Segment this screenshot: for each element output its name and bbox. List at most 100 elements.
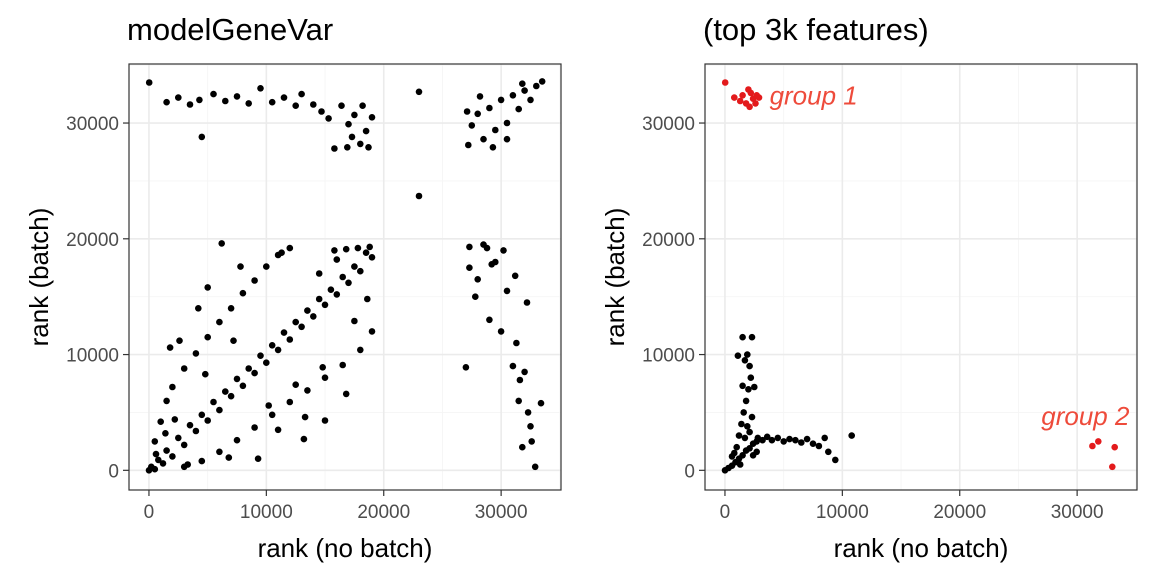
left-panel-point-series-0 — [257, 352, 264, 360]
left-panel-point-series-0 — [202, 370, 209, 378]
left-panel-point-series-0 — [180, 441, 188, 449]
left-panel-point-series-0 — [163, 98, 170, 106]
right-panel-point-series-0 — [744, 351, 751, 358]
left-panel-point-series-0 — [171, 416, 179, 423]
left-panel-point-series-0 — [230, 337, 237, 345]
right-panel-point-series-0 — [753, 448, 760, 456]
right-panel-border — [704, 63, 1138, 491]
right-panel-point-series-0 — [728, 453, 736, 460]
left-panel-point-series-0 — [222, 97, 229, 105]
right-panel-background — [705, 64, 1137, 490]
left-panel-point-series-0 — [292, 381, 300, 389]
right-panel-point-series-0 — [741, 434, 749, 442]
right-panel-point-series-0 — [815, 442, 823, 450]
left-panel-point-series-0 — [321, 301, 329, 309]
right-panel-point-series-0 — [751, 383, 758, 391]
left-panel-point-series-0 — [331, 145, 338, 152]
right-panel-point-series-0 — [821, 434, 828, 442]
left-panel-point-series-0 — [351, 111, 358, 119]
left-panel-point-series-0 — [319, 364, 327, 371]
right-panel-point-series-0 — [768, 436, 776, 444]
left-panel-point-series-0 — [163, 447, 170, 454]
left-panel-point-series-0 — [327, 286, 335, 294]
right-panel-point-series-0 — [763, 433, 771, 441]
left-panel-point-series-0 — [218, 240, 225, 247]
right-panel-ticks — [699, 122, 1078, 496]
right-panel-point-series-0 — [741, 357, 749, 364]
left-panel-point-series-0 — [280, 94, 288, 101]
left-panel-point-series-0 — [263, 263, 270, 270]
right-panel-point-series-0 — [739, 452, 746, 459]
left-panel-point-series-0 — [151, 438, 159, 445]
left-panel-point-series-0 — [278, 249, 285, 256]
right-panel-point-series-0 — [825, 448, 832, 456]
left-panel-x-axis-title: rank (no batch) — [258, 533, 433, 563]
left-panel-x-tick-label: 20000 — [357, 502, 410, 523]
right-panel-point-series-0 — [786, 435, 793, 443]
left-panel-point-series-0 — [516, 376, 524, 384]
right-panel-point-series-0 — [792, 436, 799, 444]
left-panel-point-series-0 — [222, 388, 229, 395]
right-panel-y-tick-label: 20000 — [642, 230, 695, 251]
left-panel-point-series-0 — [263, 359, 270, 367]
left-panel-point-series-0 — [233, 93, 241, 100]
left-panel-point-series-0 — [175, 434, 182, 442]
right-panel-point-series-0 — [739, 382, 746, 390]
right-panel-points — [721, 79, 1118, 474]
left-panel-point-series-0 — [298, 90, 305, 98]
left-panel-point-series-0 — [527, 96, 534, 104]
left-panel-points — [145, 78, 546, 474]
right-panel-y-tick-label: 0 — [684, 461, 695, 482]
left-panel-point-series-0 — [368, 253, 376, 261]
left-panel-point-series-0 — [175, 94, 182, 101]
right-panel-point-series-1 — [731, 94, 738, 101]
left-panel-point-series-0 — [333, 256, 341, 263]
left-panel-point-series-0 — [169, 383, 176, 391]
left-panel-point-series-0 — [368, 328, 376, 335]
left-panel-point-series-0 — [176, 337, 183, 345]
left-panel-point-series-0 — [509, 92, 517, 99]
left-panel-point-series-0 — [257, 85, 264, 92]
left-panel-point-series-0 — [359, 102, 366, 109]
left-panel-point-series-0 — [265, 402, 273, 409]
left-panel-point-series-0 — [233, 375, 241, 383]
left-panel-point-series-0 — [239, 382, 247, 390]
left-panel-x-tick-label: 30000 — [475, 502, 528, 523]
left-panel-y-tick-label: 0 — [108, 461, 119, 482]
left-panel-point-series-0 — [342, 390, 350, 398]
left-panel-point-series-0 — [511, 272, 519, 280]
left-panel-point-series-0 — [216, 448, 223, 456]
left-panel-point-series-0 — [476, 93, 484, 100]
right-panel-point-series-0 — [735, 432, 743, 439]
left-panel-point-series-0 — [274, 426, 282, 434]
left-panel-point-series-0 — [523, 299, 531, 306]
left-panel-point-series-0 — [196, 96, 203, 104]
right-panel-x-tick-label: 20000 — [933, 502, 986, 523]
right-panel-point-series-0 — [738, 420, 745, 428]
left-panel-point-series-0 — [474, 110, 482, 118]
left-panel-point-series-0 — [325, 115, 332, 122]
left-panel-point-series-0 — [245, 365, 252, 372]
right-panel-point-series-1 — [736, 97, 744, 105]
right-panel-point-series-0 — [798, 439, 805, 446]
left-panel-point-series-0 — [321, 374, 329, 382]
left-panel-point-series-0 — [466, 243, 473, 251]
left-panel-point-series-0 — [227, 305, 235, 312]
left-panel-point-series-0 — [365, 144, 372, 151]
left-panel-point-series-0 — [254, 455, 262, 463]
left-panel-point-series-0 — [357, 140, 364, 148]
left-panel-point-series-0 — [339, 273, 347, 281]
left-panel-point-series-0 — [509, 362, 517, 370]
left-panel-x-tick-label: 0 — [144, 502, 155, 523]
left-panel-point-series-0 — [145, 79, 153, 86]
left-panel-point-series-0 — [342, 245, 350, 253]
left-panel-point-series-0 — [362, 127, 370, 135]
left-panel-point-series-0 — [354, 244, 362, 252]
left-panel-point-series-0 — [198, 457, 206, 465]
right-panel-point-series-0 — [809, 440, 817, 448]
right-panel-tick-labels: 0 10000 20000 30000 0 10000 20000 30000 — [642, 114, 1103, 523]
left-panel-point-series-0 — [465, 141, 472, 149]
left-panel-y-tick-label: 20000 — [66, 230, 119, 251]
left-panel-y-tick-label: 10000 — [66, 346, 119, 367]
